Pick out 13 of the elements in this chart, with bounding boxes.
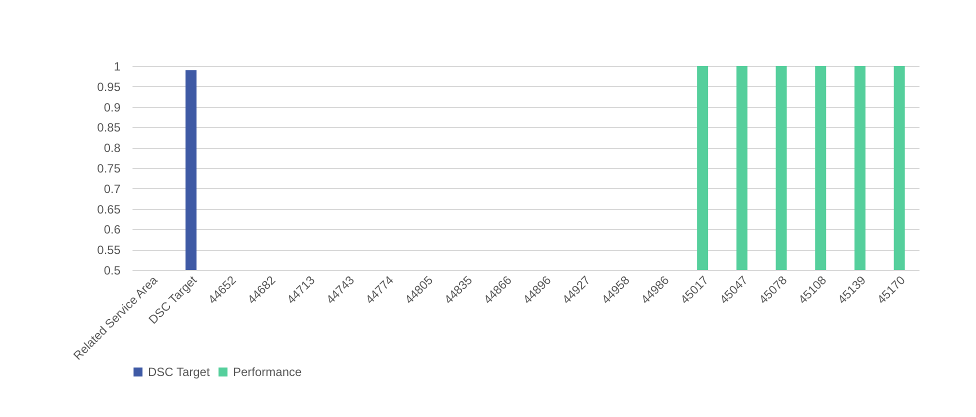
y-tick-label: 0.55: [97, 243, 121, 258]
legend-label: Performance: [233, 365, 302, 379]
y-tick-label: 0.9: [104, 100, 121, 114]
y-tick-label: 0.65: [97, 202, 121, 216]
y-tick-label: 0.75: [97, 162, 121, 176]
y-tick-label: 1: [114, 60, 121, 74]
y-tick-label: 0.85: [97, 120, 121, 135]
legend-label: DSC Target: [148, 365, 210, 379]
y-tick-label: 0.7: [104, 182, 121, 196]
y-tick-label: 0.6: [104, 222, 121, 237]
y-tick-label: 0.5: [104, 264, 121, 278]
y-tick-label: 0.8: [104, 141, 121, 156]
y-tick-label: 0.95: [97, 80, 121, 94]
